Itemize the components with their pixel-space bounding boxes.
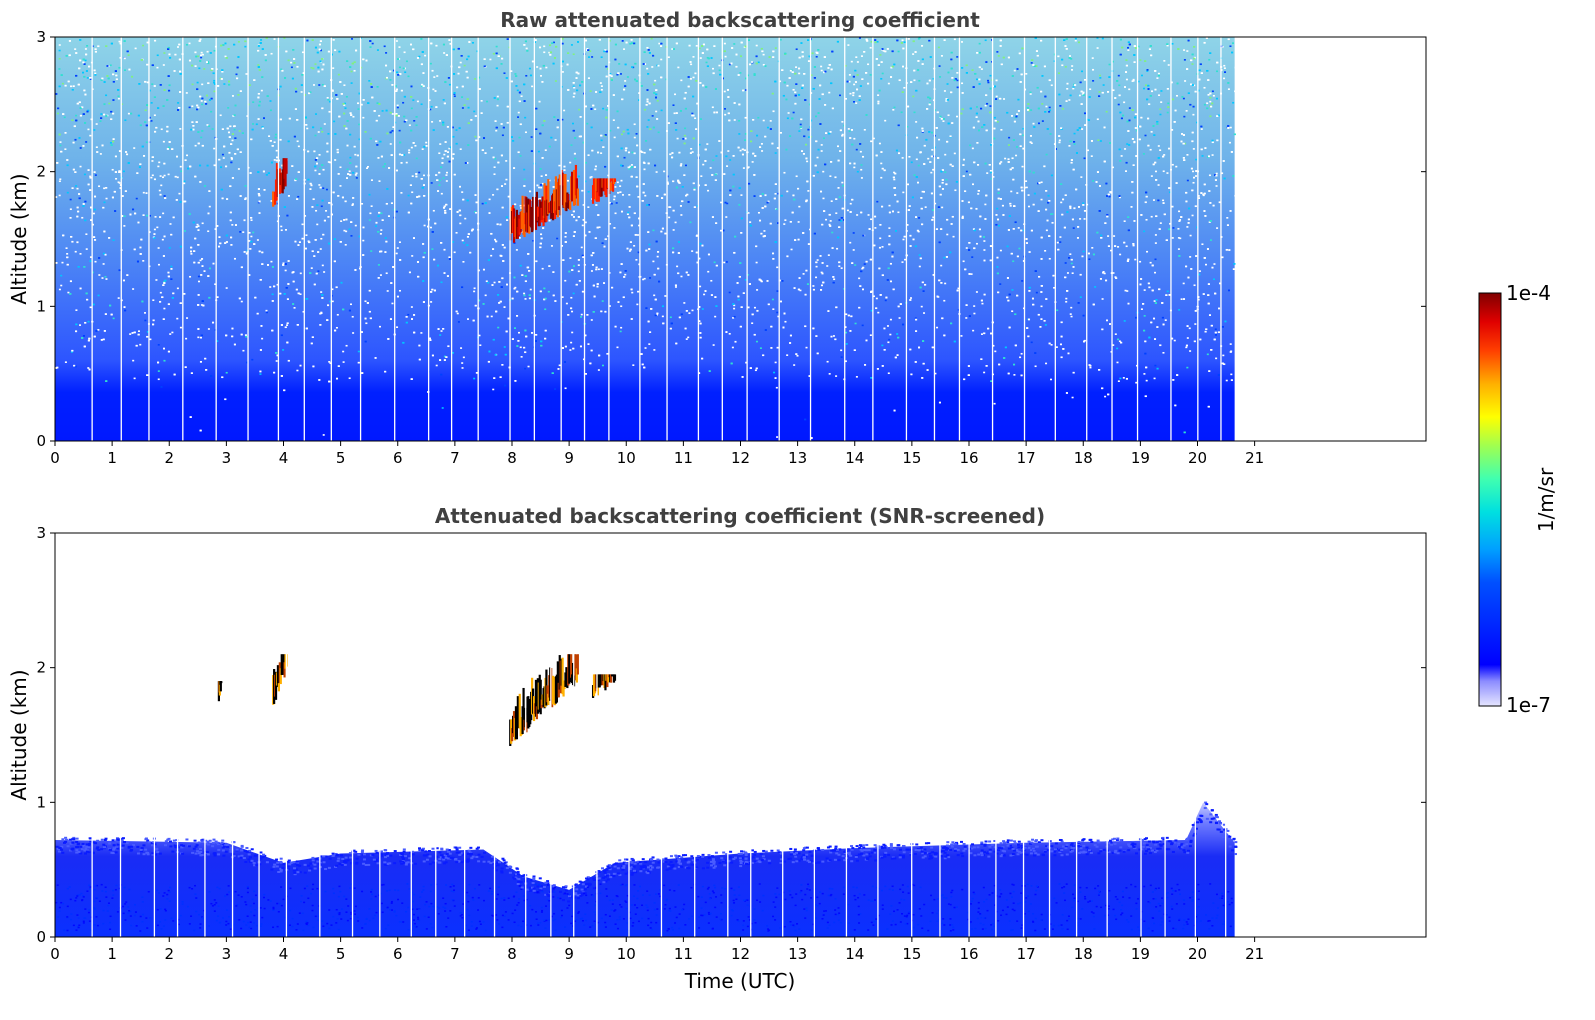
x-tick-label: 14 xyxy=(845,945,864,963)
y-tick-label: 1 xyxy=(36,793,46,811)
colorbar-gradient xyxy=(1478,292,1502,707)
x-tick-label: 10 xyxy=(617,945,636,963)
x-tick-label: 1 xyxy=(107,945,117,963)
x-tick-label: 11 xyxy=(674,449,693,467)
x-tick-label: 4 xyxy=(279,945,289,963)
x-tick-label: 20 xyxy=(1188,449,1207,467)
x-axis-label: Time (UTC) xyxy=(684,969,796,993)
x-tick-label: 20 xyxy=(1188,945,1207,963)
x-tick-label: 13 xyxy=(788,945,807,963)
colorbar-min-label: 1e-7 xyxy=(1506,693,1551,717)
x-tick-label: 17 xyxy=(1017,945,1036,963)
y-axis-label: Altitude (km) xyxy=(7,669,31,800)
x-tick-label: 5 xyxy=(336,449,346,467)
backscatter-field xyxy=(55,37,1235,441)
cloud-feature xyxy=(509,654,579,746)
data-gaps xyxy=(91,533,1227,937)
cloud-feature xyxy=(591,674,617,698)
x-tick-label: 14 xyxy=(845,449,864,467)
noise-speckle xyxy=(55,37,1237,439)
raw-backscatter-panel: Raw attenuated backscattering coefficien… xyxy=(7,8,1427,467)
x-tick-label: 21 xyxy=(1245,945,1264,963)
y-axis-label: Altitude (km) xyxy=(7,173,31,304)
x-axis: 0 1 2 3 4 5 6 7 8 9 10 11 12 13 14 15 16 17 18 19 20 21 xyxy=(50,937,1264,963)
x-tick-label: 9 xyxy=(564,945,574,963)
x-tick-label: 0 xyxy=(50,945,60,963)
y-tick-label: 3 xyxy=(36,524,46,542)
y-tick-label: 2 xyxy=(36,163,46,181)
x-tick-label: 10 xyxy=(617,449,636,467)
x-tick-label: 6 xyxy=(393,945,403,963)
x-tick-label: 13 xyxy=(788,449,807,467)
colorbar-unit-label: 1/m/sr xyxy=(1534,467,1558,532)
y-tick-label: 3 xyxy=(36,28,46,46)
y-tick-label: 0 xyxy=(36,928,46,946)
x-tick-label: 5 xyxy=(336,945,346,963)
x-tick-label: 18 xyxy=(1074,449,1093,467)
x-tick-label: 8 xyxy=(507,449,517,467)
colorbar: 1e-4 1e-7 1/m/sr xyxy=(1478,281,1558,717)
x-tick-label: 7 xyxy=(450,945,460,963)
data-gaps xyxy=(91,37,1222,441)
x-tick-label: 19 xyxy=(1131,449,1150,467)
chart-title: Attenuated backscattering coefficient (S… xyxy=(435,504,1045,528)
chart-title: Raw attenuated backscattering coefficien… xyxy=(500,8,980,32)
cloud-feature xyxy=(509,164,579,243)
cloud-feature xyxy=(217,681,223,702)
x-tick-label: 7 xyxy=(450,449,460,467)
y-tick-label: 1 xyxy=(36,297,46,315)
x-tick-label: 4 xyxy=(279,449,289,467)
y-tick-label: 0 xyxy=(36,432,46,450)
x-tick-label: 12 xyxy=(731,945,750,963)
x-tick-label: 8 xyxy=(507,945,517,963)
x-tick-label: 6 xyxy=(393,449,403,467)
x-tick-label: 2 xyxy=(164,945,174,963)
screened-backscatter-panel: Attenuated backscattering coefficient (S… xyxy=(7,504,1427,993)
y-tick-label: 2 xyxy=(36,659,46,677)
x-tick-label: 18 xyxy=(1074,945,1093,963)
boundary-layer-edge xyxy=(55,801,1238,932)
plot-area xyxy=(55,533,1238,937)
x-tick-label: 3 xyxy=(222,945,232,963)
x-tick-label: 2 xyxy=(164,449,174,467)
x-tick-label: 15 xyxy=(902,945,921,963)
x-tick-label: 16 xyxy=(959,945,978,963)
x-tick-label: 21 xyxy=(1245,449,1264,467)
x-tick-label: 11 xyxy=(674,945,693,963)
y-axis: 0 1 2 3 xyxy=(36,524,1426,946)
x-axis: 0 1 2 3 4 5 6 7 8 9 10 11 12 13 14 15 16 17 18 19 20 21 xyxy=(50,441,1264,467)
x-tick-label: 19 xyxy=(1131,945,1150,963)
x-tick-label: 16 xyxy=(959,449,978,467)
x-tick-label: 9 xyxy=(564,449,574,467)
colorbar-max-label: 1e-4 xyxy=(1506,281,1551,305)
x-tick-label: 12 xyxy=(731,449,750,467)
x-tick-label: 17 xyxy=(1017,449,1036,467)
x-tick-label: 15 xyxy=(902,449,921,467)
cloud-feature xyxy=(272,654,288,705)
x-tick-label: 1 xyxy=(107,449,117,467)
plot-area xyxy=(55,37,1237,441)
x-tick-label: 3 xyxy=(222,449,232,467)
x-tick-label: 0 xyxy=(50,449,60,467)
y-axis: 0 1 2 3 xyxy=(36,28,1426,450)
